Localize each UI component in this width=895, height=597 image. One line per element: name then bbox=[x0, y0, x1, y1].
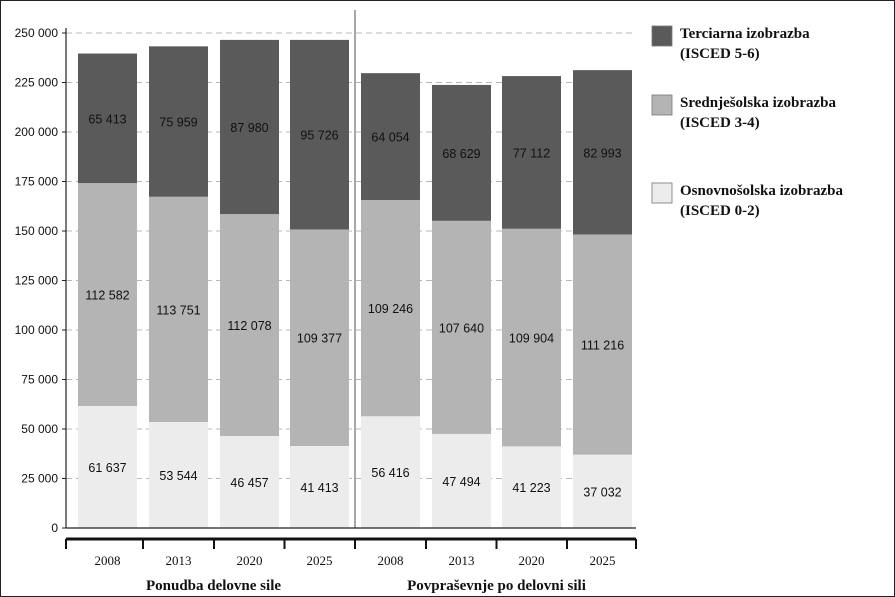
x-category-label: 2025 bbox=[590, 553, 616, 568]
data-label: 109 246 bbox=[368, 302, 413, 316]
legend-label: (ISCED 3-4) bbox=[680, 115, 760, 131]
labels: 0 25 000 50 000 75 000 100 000 125 000 150 000… bbox=[15, 26, 625, 594]
y-tick-label: 150 000 bbox=[15, 224, 59, 238]
data-label: 112 582 bbox=[85, 289, 129, 303]
bar-segment bbox=[149, 421, 208, 528]
bar-segment bbox=[149, 46, 208, 197]
y-tick-label: 75 000 bbox=[21, 373, 58, 387]
bar-segment bbox=[290, 229, 349, 447]
data-label: 46 457 bbox=[230, 476, 268, 490]
legend-label: (ISCED 0-2) bbox=[680, 203, 760, 219]
data-label: 47 494 bbox=[442, 475, 480, 489]
y-tick-label: 50 000 bbox=[21, 422, 58, 436]
bar-segment bbox=[290, 39, 349, 230]
x-category-label: 2008 bbox=[95, 553, 121, 568]
bar-segment bbox=[149, 196, 208, 422]
data-label: 111 216 bbox=[581, 339, 624, 353]
data-label: 109 904 bbox=[509, 332, 554, 346]
data-label: 37 032 bbox=[583, 485, 621, 499]
data-label: 41 223 bbox=[512, 481, 550, 495]
data-label: 82 993 bbox=[583, 146, 621, 160]
bar-segment bbox=[573, 454, 632, 528]
bar-segment bbox=[502, 76, 561, 229]
x-category-label: 2008 bbox=[378, 553, 404, 568]
data-label: 113 751 bbox=[156, 303, 200, 317]
legend-swatch bbox=[651, 182, 673, 204]
x-category-label: 2020 bbox=[519, 553, 545, 568]
data-label: 87 980 bbox=[230, 121, 268, 135]
x-category-label: 2013 bbox=[449, 553, 475, 568]
bar-segment bbox=[361, 416, 420, 528]
data-label: 77 112 bbox=[513, 146, 550, 160]
data-label: 112 078 bbox=[227, 319, 271, 333]
y-tick-label: 100 000 bbox=[15, 323, 59, 337]
bar-segment bbox=[78, 183, 137, 406]
y-tick-label: 125 000 bbox=[15, 274, 59, 288]
y-tick-label: 0 bbox=[51, 521, 58, 535]
y-tick-label: 250 000 bbox=[15, 26, 59, 40]
data-label: 107 640 bbox=[439, 321, 484, 335]
bar-segment bbox=[573, 234, 632, 455]
legend-label: (ISCED 5-6) bbox=[680, 46, 760, 62]
legend-label: Terciarna izobrazba bbox=[680, 26, 810, 42]
legend: Terciarna izobrazba (ISCED 5-6) Srednješo… bbox=[651, 25, 843, 219]
legend-label: Osnovnošolska izobrazba bbox=[680, 183, 843, 199]
y-tick-label: 225 000 bbox=[15, 76, 59, 90]
data-label: 64 054 bbox=[371, 131, 409, 145]
bar-segment bbox=[290, 446, 349, 528]
legend-swatch bbox=[651, 94, 673, 116]
x-category-label: 2025 bbox=[307, 553, 333, 568]
axes bbox=[62, 10, 637, 549]
data-label: 41 413 bbox=[300, 481, 338, 495]
bar-segment bbox=[432, 433, 491, 528]
bar-segment bbox=[502, 446, 561, 528]
x-category-label: 2020 bbox=[237, 553, 263, 568]
group-label: Ponudba delovne sile bbox=[146, 578, 281, 594]
x-category-label: 2013 bbox=[166, 553, 192, 568]
data-label: 75 959 bbox=[159, 116, 197, 130]
bar-segment bbox=[78, 405, 137, 528]
bar-segment bbox=[573, 70, 632, 235]
data-label: 95 726 bbox=[300, 129, 338, 143]
bar-segment bbox=[220, 39, 279, 215]
bars bbox=[78, 39, 632, 528]
data-label: 53 544 bbox=[159, 469, 197, 483]
data-label: 56 416 bbox=[371, 466, 409, 480]
bar-segment bbox=[361, 73, 420, 200]
data-label: 65 413 bbox=[88, 112, 126, 126]
bar-segment bbox=[78, 53, 137, 184]
data-label: 109 377 bbox=[297, 332, 342, 346]
y-tick-label: 200 000 bbox=[15, 125, 59, 139]
bar-segment bbox=[220, 436, 279, 528]
group-label: Povpraševnje po delovni sili bbox=[407, 578, 586, 594]
y-tick-label: 175 000 bbox=[15, 175, 59, 189]
y-tick-label: 25 000 bbox=[21, 472, 58, 486]
data-label: 61 637 bbox=[88, 461, 126, 475]
legend-swatch bbox=[651, 25, 673, 47]
bar-segment bbox=[432, 84, 491, 221]
bar-segment bbox=[432, 220, 491, 434]
bar-segment bbox=[361, 199, 420, 417]
data-label: 68 629 bbox=[442, 147, 480, 161]
bar-segment bbox=[220, 214, 279, 437]
legend-label: Srednješolska izobrazba bbox=[680, 95, 836, 111]
bar-segment bbox=[502, 228, 561, 447]
